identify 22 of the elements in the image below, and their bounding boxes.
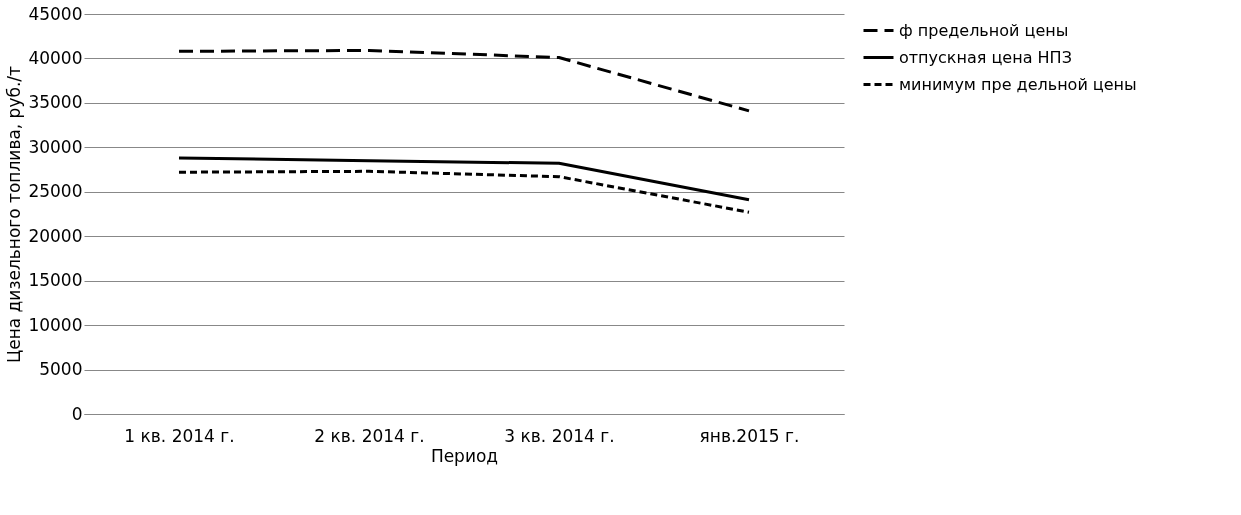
x-tick-label: янв.2015 г. <box>699 425 800 446</box>
y-tick-label: 30000 <box>28 136 83 157</box>
line-series <box>177 156 751 202</box>
y-tick-label: 5000 <box>39 359 83 380</box>
y-tick-label: 45000 <box>28 3 83 24</box>
x-tick-label: 2 кв. 2014 г. <box>314 425 425 446</box>
y-tick-label: 20000 <box>28 225 83 246</box>
y-tick-label: 10000 <box>28 314 83 335</box>
y-tick-label: 25000 <box>28 181 83 202</box>
y-tick-label: 40000 <box>28 47 83 68</box>
x-tick-label: 3 кв. 2014 г. <box>504 425 615 446</box>
y-tick-label: 35000 <box>28 92 83 113</box>
legend-label: минимум пре дельной цены <box>899 74 1137 94</box>
legend-label: отпускная цена НПЗ <box>899 47 1072 67</box>
x-tick-label: 1 кв. 2014 г. <box>124 425 235 446</box>
y-tick-label: 0 <box>71 403 83 424</box>
y-axis-title: Цена дизельного топлива, руб./т <box>4 65 25 363</box>
line-series <box>177 48 751 113</box>
y-tick-label: 15000 <box>28 270 83 291</box>
line-series <box>177 169 751 214</box>
legend-label: ф предельной цены <box>899 20 1069 40</box>
x-axis-title: Период <box>430 445 499 466</box>
